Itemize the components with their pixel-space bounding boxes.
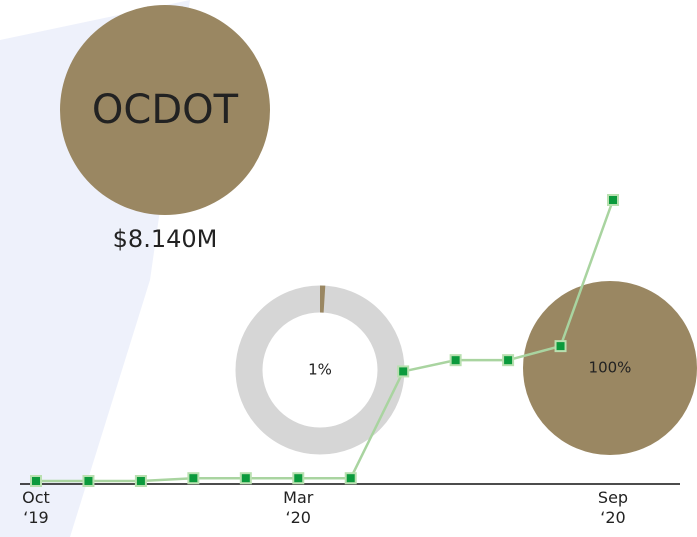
marker [30,475,42,487]
line [36,199,615,483]
donut-label: 1% [308,361,332,379]
marker [187,472,200,485]
marker [344,472,357,485]
agency-title: OCDOT [92,87,239,133]
x-tick-label: Sep ‘20 [597,488,629,527]
marker [502,354,515,367]
marker [292,472,305,485]
agency-circle [60,5,270,215]
pie-label: 100% [589,359,632,377]
pie-slice [523,281,697,455]
amount: $8.140M [113,225,218,253]
marker [239,472,252,485]
marker [134,475,147,487]
marker [554,340,567,353]
marker [449,354,462,367]
x-tick-label: Oct ‘19 [22,488,50,527]
x-tick-label: Mar ‘20 [283,488,314,527]
marker [82,475,95,487]
marker [397,365,410,378]
marker [607,194,619,206]
